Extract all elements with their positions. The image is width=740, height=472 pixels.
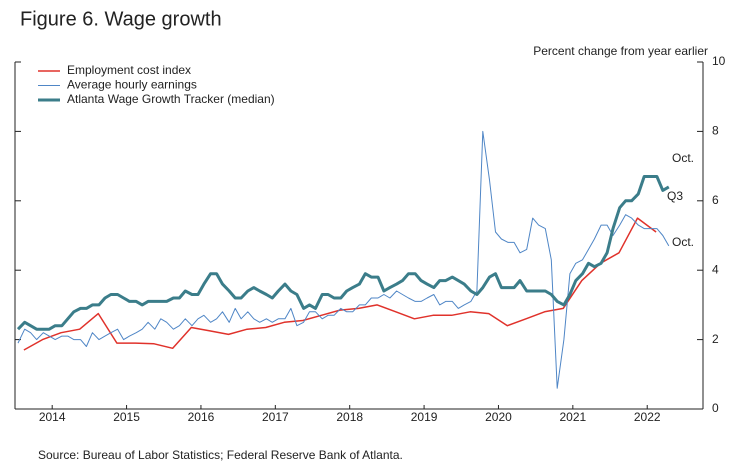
x-tick-label: 2020 — [485, 410, 512, 424]
y-tick-label: 2 — [712, 332, 719, 346]
x-tick-label: 2018 — [336, 410, 363, 424]
x-tick-label: 2016 — [188, 410, 215, 424]
x-tick-label: 2014 — [39, 410, 66, 424]
y-tick-label: 4 — [712, 262, 719, 276]
annotation: Oct. — [672, 235, 694, 249]
x-tick-label: 2015 — [113, 410, 140, 424]
x-tick-label: 2019 — [411, 410, 438, 424]
y-tick-label: 6 — [712, 193, 719, 207]
legend-label: Employment cost index — [67, 63, 191, 77]
legend-label: Average hourly earnings — [67, 78, 197, 92]
x-tick-label: 2021 — [559, 410, 586, 424]
x-tick-label: 2017 — [262, 410, 289, 424]
series-line — [16, 175, 670, 331]
annotation: Oct. — [672, 151, 694, 165]
source: Source: Bureau of Labor Statistics; Fede… — [38, 448, 403, 462]
y-tick-label: 10 — [712, 54, 726, 68]
x-tick-label: 2022 — [634, 410, 661, 424]
series-line — [17, 130, 670, 389]
y-axis-label: Percent change from year earlier — [533, 44, 708, 58]
legend-label: Atlanta Wage Growth Tracker (median) — [67, 92, 275, 106]
annotation: Q3 — [667, 189, 683, 203]
y-tick-label: 8 — [712, 124, 719, 138]
chart-title: Figure 6. Wage growth — [20, 8, 222, 30]
y-tick-label: 0 — [712, 401, 719, 415]
series-line — [23, 217, 657, 351]
